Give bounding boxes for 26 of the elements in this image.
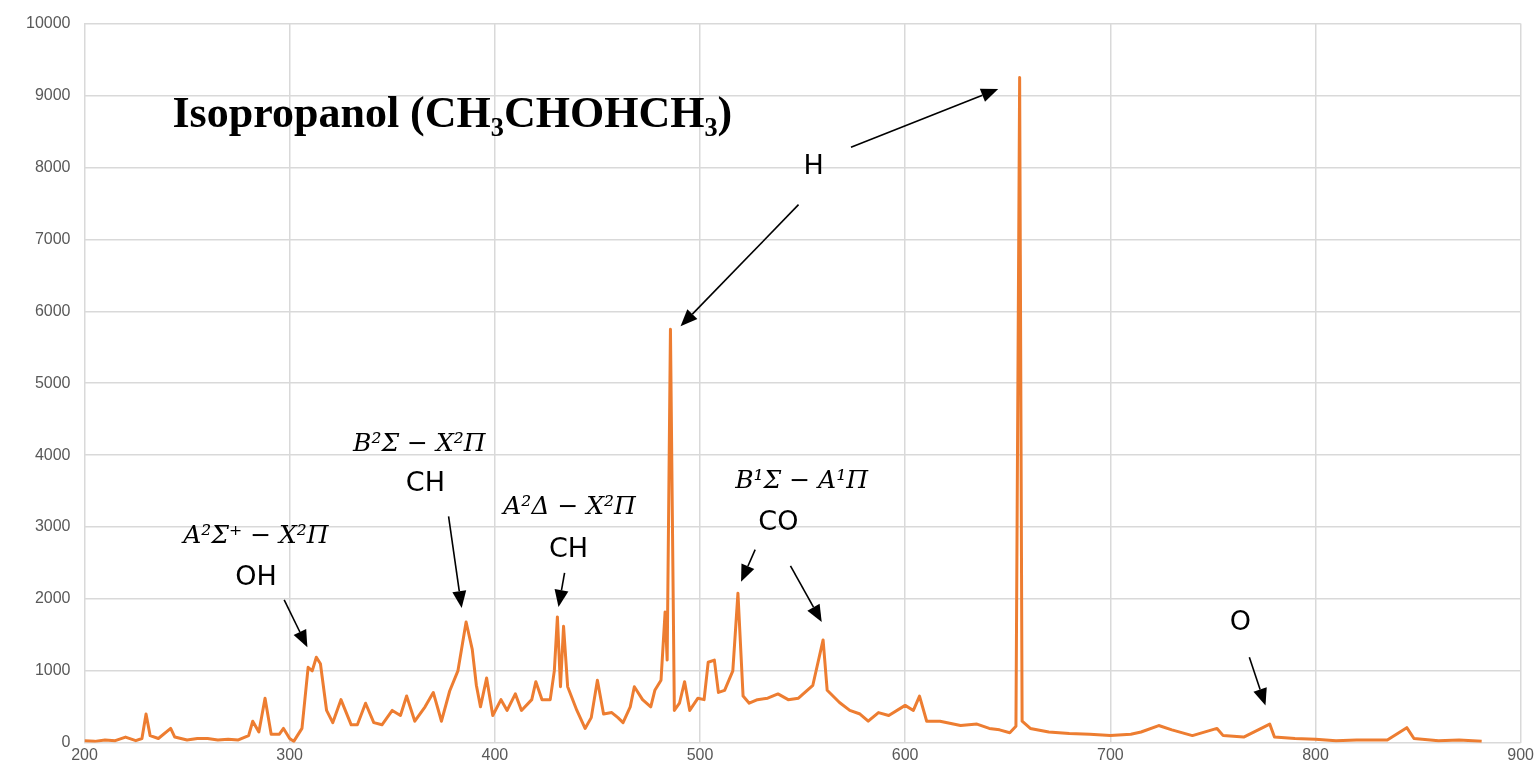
- annotation: H: [803, 149, 824, 181]
- annotation: A²Δ − X²Π CH: [501, 490, 638, 563]
- annotation: O: [1229, 605, 1251, 637]
- x-tick-label: 900: [1507, 745, 1535, 763]
- annotation: B²Σ − X²Π CH: [352, 427, 487, 498]
- y-tick-label: 2000: [34, 589, 71, 607]
- y-tick-label: 5000: [34, 373, 71, 391]
- text: Isopropanol (CH₃CHOHCH₃): [172, 87, 733, 137]
- x-tick-label: 700: [1096, 745, 1124, 763]
- y-tick-label: 6000: [34, 301, 71, 319]
- y-tick-label: 9000: [34, 85, 71, 103]
- x-tick-label: 300: [276, 745, 304, 763]
- y-tick-label: 1000: [34, 661, 71, 679]
- y-tick-label: 10000: [25, 14, 71, 32]
- x-tick-label: 200: [71, 745, 98, 763]
- x-tick-label: 600: [891, 745, 919, 763]
- x-tick-label: 800: [1302, 745, 1329, 763]
- y-tick-label: 0: [61, 733, 71, 751]
- y-tick-label: 8000: [34, 157, 71, 175]
- x-tick-label: 400: [481, 745, 509, 763]
- y-tick-label: 3000: [34, 517, 71, 535]
- x-tick-label: 500: [686, 745, 714, 763]
- annotation: A²Σ⁺ − X²Π OH: [181, 520, 330, 591]
- y-tick-label: 7000: [34, 229, 71, 247]
- y-tick-label: 4000: [34, 445, 71, 463]
- annotation: B¹Σ − A¹Π CO: [734, 464, 870, 536]
